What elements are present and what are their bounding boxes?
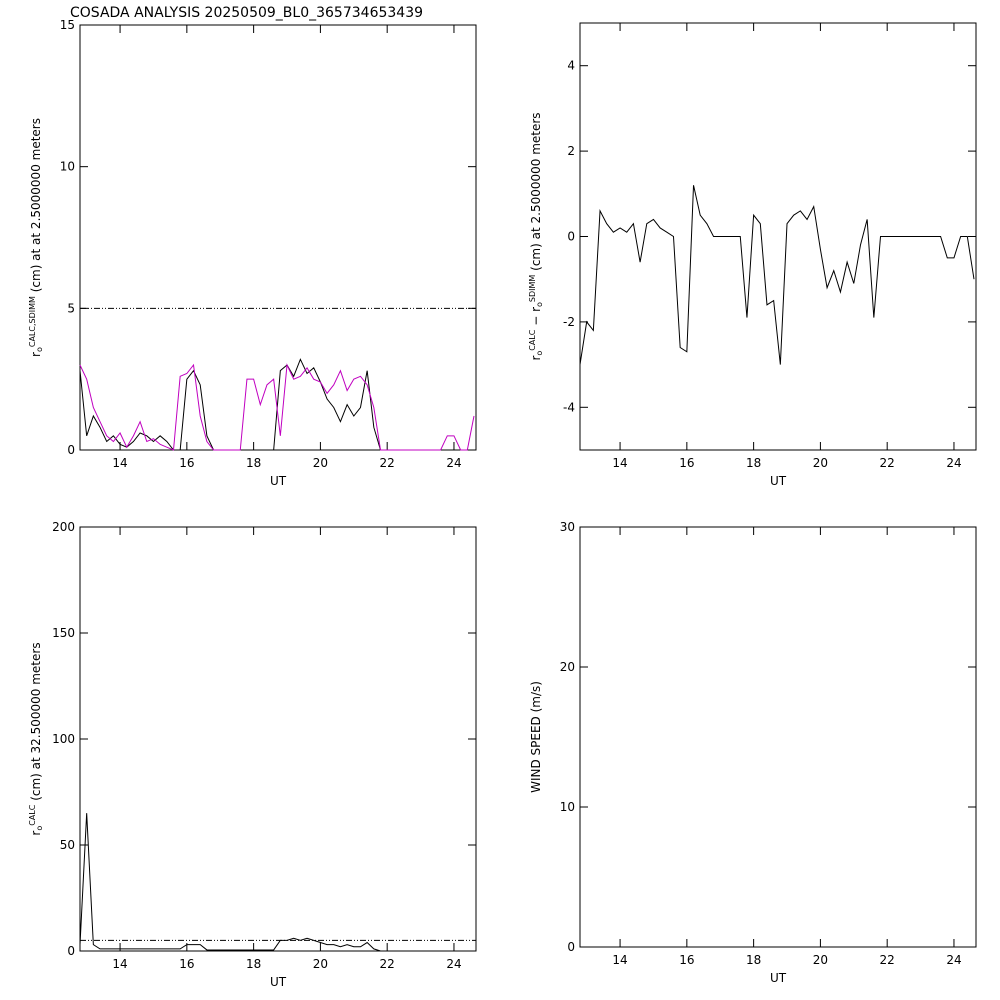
y-tick-label: 0: [567, 230, 575, 244]
x-tick-label: 20: [813, 456, 828, 470]
y-tick-label: 4: [567, 59, 575, 73]
y-axis-label-part: o: [535, 351, 544, 356]
y-tick-label: 0: [67, 944, 75, 958]
y-axis-label-part: (cm) at 2.5000000 meters: [529, 112, 543, 274]
x-tick-label: 14: [612, 456, 627, 470]
plot-frame: [79, 24, 477, 451]
x-axis-label: UT: [270, 474, 287, 488]
y-axis-label: roCALC (cm) at 32.500000 meters: [28, 642, 44, 835]
y-axis-label-part: − r: [529, 307, 543, 330]
x-tick-label: 20: [313, 957, 328, 971]
y-axis-label-part: r: [529, 356, 543, 361]
data-line: [79, 363, 475, 451]
y-tick-label: 20: [560, 660, 575, 674]
y-axis-label-part: o: [535, 302, 544, 307]
x-tick-label: 22: [880, 953, 895, 967]
x-tick-label: 16: [179, 957, 194, 971]
x-tick-label: 22: [380, 456, 395, 470]
y-tick-label: 30: [560, 520, 575, 534]
chart-title: COSADA ANALYSIS 20250509_BL0_36573465343…: [70, 5, 423, 21]
x-axis-label: UT: [770, 474, 787, 488]
y-axis-label: roCALC − roSDIMM (cm) at 2.5000000 meter…: [528, 112, 544, 360]
y-tick-label: 200: [52, 520, 75, 534]
y-tick-label: -2: [563, 315, 575, 329]
y-axis-label-part: o: [35, 347, 44, 352]
y-tick-label: -4: [563, 400, 575, 414]
x-tick-label: 18: [746, 456, 761, 470]
y-axis-label-part: CALC: [528, 329, 537, 351]
y-tick-label: 100: [52, 732, 75, 746]
x-tick-label: 20: [813, 953, 828, 967]
x-tick-label: 22: [380, 957, 395, 971]
x-tick-label: 24: [946, 953, 961, 967]
x-tick-label: 14: [112, 957, 127, 971]
y-axis-label-part: o: [35, 826, 44, 831]
y-axis-label: WIND SPEED (m/s): [529, 681, 543, 793]
y-tick-label: 2: [567, 144, 575, 158]
y-axis-label-part: CALC,SDIMM: [28, 296, 37, 347]
x-axis-label: UT: [770, 971, 787, 985]
y-axis-label-part: WIND SPEED (m/s): [529, 681, 543, 793]
y-tick-label: 10: [560, 800, 575, 814]
x-tick-label: 14: [612, 953, 627, 967]
y-axis-label-part: SDIMM: [528, 275, 537, 303]
y-tick-label: 0: [567, 940, 575, 954]
y-tick-label: 5: [67, 301, 75, 315]
x-tick-label: 22: [880, 456, 895, 470]
y-axis-label-part: (cm) at at 2.5000000 meters: [29, 118, 43, 296]
x-tick-label: 18: [246, 957, 261, 971]
y-tick-label: 15: [60, 18, 75, 32]
y-tick-label: 10: [60, 160, 75, 174]
x-tick-label: 16: [679, 456, 694, 470]
y-axis-label-part: r: [29, 352, 43, 357]
x-tick-label: 20: [313, 456, 328, 470]
x-axis-label: UT: [270, 975, 287, 989]
x-tick-label: 24: [446, 957, 461, 971]
x-tick-label: 14: [112, 456, 127, 470]
y-tick-label: 0: [67, 443, 75, 457]
x-tick-label: 18: [246, 456, 261, 470]
y-axis-label-part: r: [29, 831, 43, 836]
y-axis-label-part: (cm) at 32.500000 meters: [29, 642, 43, 804]
y-tick-label: 150: [52, 626, 75, 640]
x-tick-label: 24: [946, 456, 961, 470]
data-line: [579, 185, 975, 365]
x-tick-label: 16: [679, 953, 694, 967]
data-line: [79, 813, 474, 952]
y-tick-label: 50: [60, 838, 75, 852]
x-tick-label: 18: [746, 953, 761, 967]
plot-frame: [579, 526, 977, 948]
y-axis-label: roCALC,SDIMM (cm) at at 2.5000000 meters: [28, 118, 44, 357]
x-tick-label: 24: [446, 456, 461, 470]
x-tick-label: 16: [179, 456, 194, 470]
y-axis-label-part: CALC: [28, 804, 37, 826]
